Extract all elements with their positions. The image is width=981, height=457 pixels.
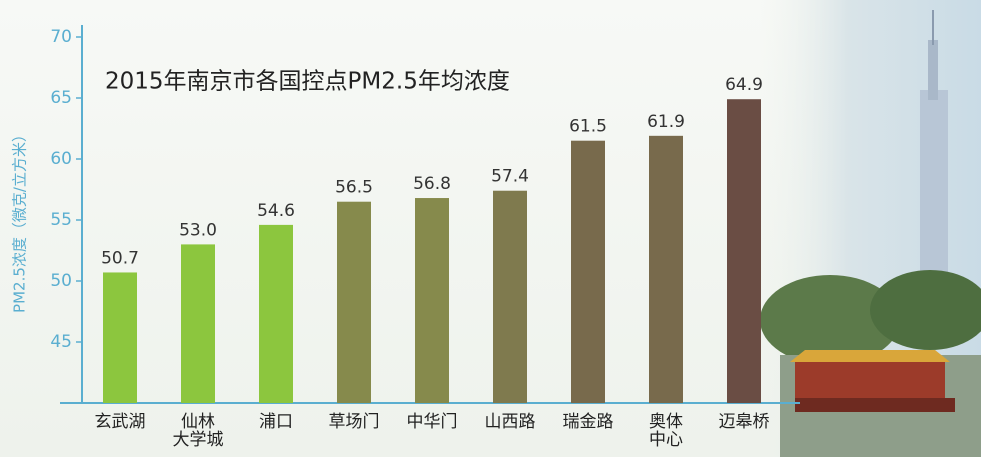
page: 2015年南京市各国控点PM2.5年均浓度 PM2.5浓度（微克/立方米） 45… xyxy=(0,0,981,457)
chart: 2015年南京市各国控点PM2.5年均浓度 PM2.5浓度（微克/立方米） 45… xyxy=(0,0,981,457)
x-tick-label: 山西路 xyxy=(475,413,545,431)
value-label: 61.5 xyxy=(569,117,607,137)
y-tick-label: 45 xyxy=(50,332,72,352)
x-tick-label: 草场门 xyxy=(319,413,389,431)
bar xyxy=(493,191,527,403)
bar xyxy=(571,141,605,403)
value-label: 56.8 xyxy=(413,174,451,194)
bar xyxy=(649,136,683,403)
bar xyxy=(103,272,137,403)
bar xyxy=(727,99,761,403)
value-label: 54.6 xyxy=(257,201,295,221)
y-tick-label: 60 xyxy=(50,149,72,169)
x-tick-label: 中华门 xyxy=(397,413,467,431)
x-tick-label: 浦口 xyxy=(241,413,311,431)
value-label: 57.4 xyxy=(491,167,529,187)
x-tick-label: 瑞金路 xyxy=(553,413,623,431)
x-tick-label: 奥体 中心 xyxy=(631,413,701,449)
bar xyxy=(181,244,215,403)
y-tick-label: 70 xyxy=(50,27,72,47)
bar xyxy=(259,225,293,403)
value-label: 61.9 xyxy=(647,112,685,132)
background-photo xyxy=(760,0,981,457)
value-label: 50.7 xyxy=(101,248,139,268)
x-tick-label: 玄武湖 xyxy=(85,413,155,431)
y-tick-label: 55 xyxy=(50,210,72,230)
value-label: 64.9 xyxy=(725,75,763,95)
chart-title: 2015年南京市各国控点PM2.5年均浓度 xyxy=(105,69,510,95)
y-axis-label: PM2.5浓度（微克/立方米） xyxy=(11,127,29,313)
x-tick-label: 迈皋桥 xyxy=(709,413,779,431)
x-tick-label: 仙林 大学城 xyxy=(163,413,233,449)
y-tick-label: 50 xyxy=(50,271,72,291)
y-tick-label: 65 xyxy=(50,88,72,108)
value-label: 53.0 xyxy=(179,220,217,240)
bar xyxy=(337,202,371,403)
value-label: 56.5 xyxy=(335,178,373,198)
bar xyxy=(415,198,449,403)
